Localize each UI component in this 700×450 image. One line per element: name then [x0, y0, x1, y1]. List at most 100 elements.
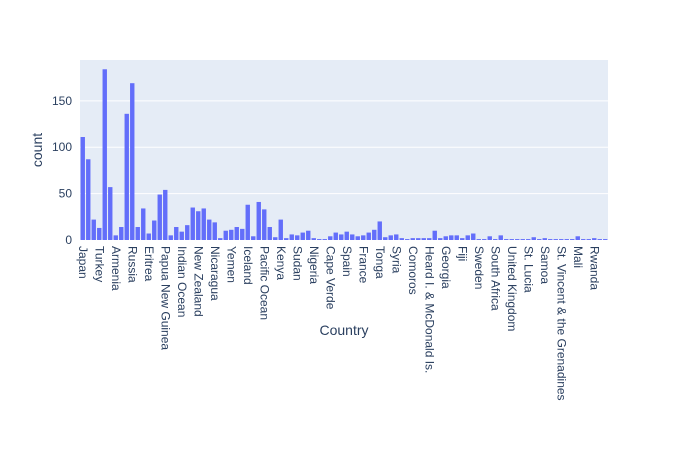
bar — [405, 239, 410, 240]
bar — [295, 235, 300, 240]
bar — [482, 239, 487, 240]
bar — [509, 239, 514, 240]
bar — [91, 219, 96, 240]
bar — [570, 239, 575, 240]
bar — [476, 239, 481, 240]
bar — [97, 227, 102, 240]
bar — [86, 159, 91, 240]
x-tick-label: Russia — [125, 246, 139, 283]
x-tick-label: Nicaragua — [208, 246, 222, 301]
bar — [388, 235, 393, 240]
x-tick-label: Yemen — [224, 246, 238, 283]
bar — [498, 235, 503, 240]
bar — [130, 83, 135, 240]
x-tick-label: Papua New Guinea — [158, 246, 172, 350]
bar — [108, 187, 113, 240]
bar — [119, 227, 124, 240]
bar — [223, 230, 228, 240]
x-tick-label: Pacific Ocean — [257, 246, 271, 320]
bar — [317, 239, 322, 240]
bar — [416, 238, 421, 240]
bar — [531, 237, 536, 240]
x-tick-label: Georgia — [439, 246, 453, 289]
bar — [465, 235, 470, 240]
bar — [421, 238, 426, 240]
bar — [273, 237, 278, 240]
bar — [504, 239, 509, 240]
x-tick-label: St. Vincent & the Grenadines — [554, 246, 568, 401]
bar — [372, 229, 377, 240]
bar — [267, 227, 272, 240]
bar — [355, 236, 360, 240]
x-tick-label: Syria — [389, 246, 403, 274]
bar — [548, 239, 553, 240]
bar — [174, 227, 179, 240]
bar — [460, 238, 465, 240]
x-tick-label: Nigeria — [307, 246, 321, 284]
bar — [410, 238, 415, 240]
x-tick-label: Sudan — [290, 246, 304, 281]
bar — [245, 204, 250, 240]
bar — [311, 238, 316, 240]
bar — [515, 239, 520, 240]
bar — [234, 227, 239, 240]
bar — [575, 236, 580, 240]
bar — [366, 232, 371, 240]
y-tick-label: 150 — [52, 94, 72, 108]
bar — [251, 236, 256, 240]
x-tick-label: Comoros — [406, 246, 420, 295]
bar — [361, 235, 366, 240]
bar — [449, 235, 454, 240]
x-tick-label: Rwanda — [587, 246, 601, 290]
x-tick-label: Spain — [340, 246, 354, 277]
bar — [339, 234, 344, 240]
bar — [377, 221, 382, 240]
x-tick-label: Indian Ocean — [175, 246, 189, 317]
bar — [201, 208, 206, 240]
bar — [322, 239, 327, 240]
bar — [80, 137, 85, 240]
bar — [306, 230, 311, 240]
bar — [157, 194, 162, 240]
bar — [190, 207, 195, 240]
x-tick-label: St. Lucia — [521, 246, 535, 293]
bar — [102, 69, 107, 240]
bar — [185, 225, 190, 240]
bar — [427, 238, 432, 240]
bar — [438, 238, 443, 240]
x-tick-label: New Zealand — [191, 246, 205, 317]
bar — [592, 238, 597, 240]
x-tick-label: Mali — [571, 246, 585, 268]
bar — [196, 211, 201, 240]
bar — [454, 235, 459, 240]
bar — [284, 238, 289, 240]
bar — [542, 238, 547, 240]
bar — [526, 239, 531, 240]
bar — [603, 239, 608, 240]
bar — [289, 234, 294, 240]
x-tick-label: Armenia — [109, 246, 123, 291]
x-tick-label: Cape Verde — [323, 246, 337, 310]
bar — [218, 238, 223, 240]
bar — [168, 235, 173, 240]
bar — [564, 239, 569, 240]
y-tick-label: 50 — [59, 187, 73, 201]
bar — [229, 229, 234, 240]
x-tick-label: Iceland — [241, 246, 255, 285]
bar — [179, 231, 184, 240]
bar — [350, 234, 355, 240]
bar — [559, 239, 564, 240]
x-tick-label: Fiji — [455, 246, 469, 261]
bar — [256, 201, 261, 240]
x-tick-label: Tonga — [373, 246, 387, 279]
bar — [152, 220, 157, 240]
bar — [344, 231, 349, 240]
bar — [432, 230, 437, 240]
x-tick-label: South Africa — [488, 246, 502, 311]
y-tick-label: 0 — [65, 233, 72, 247]
bar — [383, 237, 388, 240]
bar — [113, 235, 118, 240]
bar — [278, 219, 283, 240]
bar — [597, 239, 602, 240]
